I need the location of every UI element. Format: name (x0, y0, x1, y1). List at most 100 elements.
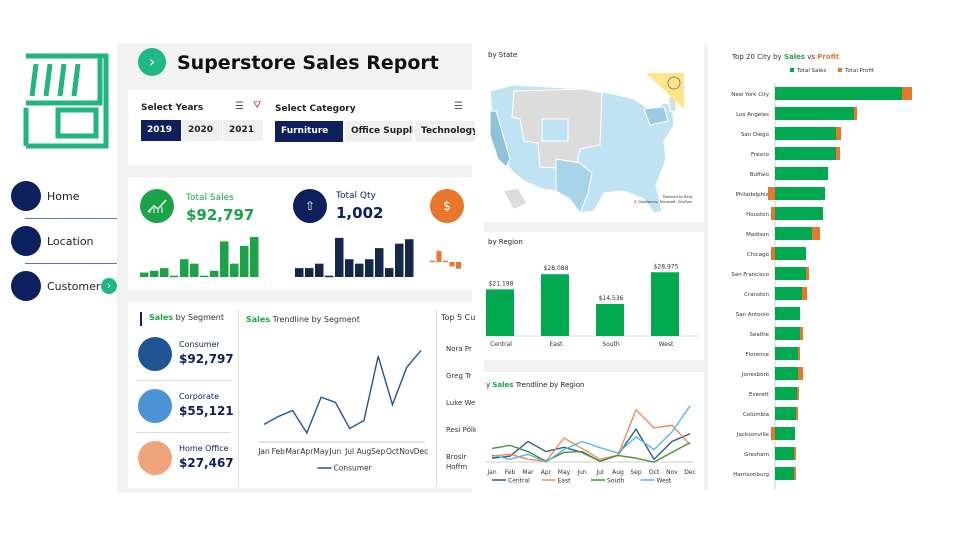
x-tick-label: Apr (541, 469, 552, 476)
city-bar-chart: Total Sales Total Profit New York City Los … (731, 68, 912, 489)
region-bar (596, 304, 624, 336)
profit-bar (802, 287, 807, 300)
sidebar-item-location[interactable]: Location (11, 226, 117, 256)
city-chart-card: Top 20 City by Sales vs Profit Total Sal… (718, 43, 918, 493)
top5-customer: Nora Pr (446, 345, 472, 353)
kpi-value: 1,002 (336, 204, 384, 222)
spacer (484, 360, 708, 372)
spark-bar (170, 275, 179, 278)
profit-bar (798, 367, 803, 380)
profit-bar (796, 407, 798, 420)
sales-bar (775, 227, 812, 240)
sidebar-item-label: Location (47, 235, 94, 248)
x-tick-label: Feb (272, 447, 286, 456)
sales-bar (775, 387, 797, 400)
profit-bar (806, 267, 809, 280)
top5-customer: Luke We (446, 399, 476, 407)
divider (238, 310, 239, 486)
top5-title: Top 5 Cu (441, 313, 476, 322)
select-all-icon[interactable]: ☰ (454, 101, 463, 112)
legend-label: Total Profit (844, 68, 875, 74)
segment-icon (138, 441, 172, 475)
legend-swatch (838, 68, 842, 72)
segment-trend-chart: Jan Feb Mar Apr May Jun Jul Aug Sep Oct Nov Dec Cons… (257, 349, 429, 473)
y-tick-label: Jacksonville (736, 432, 770, 438)
kpi-label: Total Qty (336, 191, 376, 201)
region-bar-card: by Region $21,198 Central $28,088 East $14,5… (484, 232, 708, 360)
spark-bar (190, 263, 199, 277)
x-tick-label: Oct (386, 447, 399, 456)
top5-customer: Resi Pölki (446, 426, 476, 434)
category-label: Select Category (275, 104, 356, 114)
category-button[interactable]: Furniture (275, 121, 343, 142)
sidebar-item-home[interactable]: Home (11, 181, 117, 211)
divider (140, 312, 142, 326)
x-tick-label: Jan (486, 469, 496, 476)
legend-label: East (558, 478, 572, 485)
x-tick-label: South (602, 341, 620, 348)
map-attribution: Powered by Bing (663, 195, 692, 199)
year-button-2019[interactable]: 2019 (141, 120, 181, 141)
segment-name: Home Office (179, 444, 229, 453)
data-label: $14,536 (599, 295, 624, 302)
map-attribution: © GeoNames, Microsoft, TomTom (634, 200, 693, 204)
profit-bar (794, 447, 796, 460)
x-tick-label: Feb (505, 469, 516, 476)
segment-icon (138, 337, 172, 371)
year-button-2021[interactable]: 2021 (223, 120, 263, 141)
profit-bar (771, 207, 775, 220)
sidebar-item-label: Customer (47, 280, 101, 293)
series-line-south (491, 442, 691, 463)
x-tick-label: Aug (612, 469, 624, 476)
sales-bar (775, 167, 828, 180)
segment-section: Sales by Segment Consumer $92,797 Corporat… (128, 302, 476, 488)
chevron-right-icon[interactable]: › (138, 48, 166, 76)
segment-consumer: Consumer $92,797 (138, 337, 234, 377)
qty-coins-icon: ⇧ (293, 189, 327, 223)
clear-filter-icon[interactable]: ⛛ (253, 100, 262, 111)
sales-bar (775, 347, 798, 360)
spark-bar (325, 275, 334, 278)
category-button[interactable]: Technology (415, 121, 475, 142)
divider (25, 218, 117, 219)
x-tick-label: Sep (630, 469, 642, 476)
region-bar (486, 289, 514, 336)
select-all-icon[interactable]: ☰ (235, 101, 244, 112)
profit-bar (768, 187, 775, 200)
divider (25, 263, 117, 264)
chevron-right-icon[interactable]: › (101, 278, 117, 294)
spark-bar (305, 268, 314, 277)
spark-bar (200, 275, 209, 278)
y-tick-label: Fresno (751, 152, 770, 158)
profit-bar (854, 107, 857, 120)
sidebar-item-customer[interactable]: Customer › (11, 271, 117, 301)
y-tick-label: Philadelphia (735, 192, 769, 198)
filter-card: Select Years ☰ ⛛ Select Category ☰ 2019 2… (128, 90, 475, 165)
spark-bar (405, 239, 414, 277)
y-tick-label: San Francisco (731, 272, 769, 278)
x-tick-label: Mar (522, 469, 534, 476)
y-tick-label: New York City (731, 92, 769, 98)
series-line-east (491, 408, 691, 462)
year-button-2020[interactable]: 2020 (182, 120, 222, 141)
sales-bar (775, 287, 802, 300)
series-line-west (491, 405, 691, 463)
divider (136, 432, 231, 433)
x-tick-label: May (313, 447, 329, 456)
x-tick-label: Dec (414, 447, 429, 456)
x-tick-label: East (550, 341, 564, 348)
profit-bar (836, 147, 840, 160)
region-bar (651, 272, 679, 336)
map-title: by State (488, 51, 518, 59)
y-tick-label: Houston (746, 212, 769, 218)
profit-bar (797, 387, 799, 400)
category-button[interactable]: Office Suppli... (345, 121, 413, 142)
segment-value: $92,797 (179, 352, 234, 366)
profit-dollar-icon: $ (430, 189, 464, 223)
sales-bar (775, 467, 794, 480)
years-label: Select Years (141, 103, 204, 113)
y-tick-label: San Diego (741, 132, 770, 138)
x-tick-label: Central (490, 341, 512, 348)
sales-bar (775, 267, 806, 280)
us-state-map[interactable]: Powered by Bing © GeoNames, Microsoft, T… (484, 63, 696, 223)
